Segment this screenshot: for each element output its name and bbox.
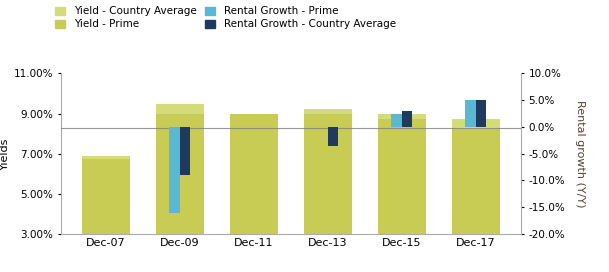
Y-axis label: Yields: Yields — [0, 137, 10, 170]
Bar — [169, 127, 180, 212]
Bar — [391, 114, 402, 127]
Bar — [82, 159, 130, 272]
Bar — [402, 111, 412, 127]
Bar — [304, 109, 352, 272]
Bar — [378, 114, 426, 272]
Bar — [156, 104, 204, 272]
Bar — [452, 129, 500, 272]
Bar — [304, 114, 352, 272]
Bar — [156, 114, 204, 272]
Y-axis label: Rental growth (Y/Y): Rental growth (Y/Y) — [574, 100, 585, 208]
Bar — [328, 127, 339, 146]
Bar — [452, 119, 500, 272]
Bar — [180, 127, 191, 175]
Legend: Yield - Country Average, Yield - Prime, Rental Growth - Prime, Rental Growth - C: Yield - Country Average, Yield - Prime, … — [54, 5, 396, 30]
Bar — [230, 114, 278, 272]
Bar — [230, 114, 278, 272]
Bar — [378, 119, 426, 272]
Bar — [465, 100, 476, 127]
Bar — [82, 156, 130, 272]
Bar — [476, 100, 487, 127]
